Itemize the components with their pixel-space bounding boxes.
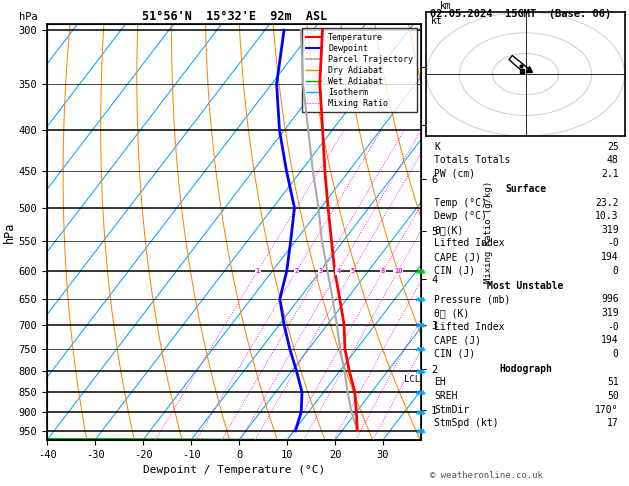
Text: kt: kt	[430, 16, 442, 26]
Text: 48: 48	[607, 156, 619, 165]
X-axis label: Dewpoint / Temperature (°C): Dewpoint / Temperature (°C)	[143, 465, 325, 475]
Text: 0: 0	[613, 266, 619, 276]
Text: 170°: 170°	[595, 405, 619, 415]
Text: 194: 194	[601, 335, 619, 345]
Text: 319: 319	[601, 225, 619, 235]
Text: θᴇ (K): θᴇ (K)	[435, 308, 470, 318]
Text: © weatheronline.co.uk: © weatheronline.co.uk	[430, 471, 542, 480]
Text: StmSpd (kt): StmSpd (kt)	[435, 418, 499, 428]
Text: 3: 3	[318, 268, 323, 274]
Text: StmDir: StmDir	[435, 405, 470, 415]
Text: CIN (J): CIN (J)	[435, 349, 476, 359]
Text: 10.3: 10.3	[595, 211, 619, 221]
Text: 17: 17	[607, 418, 619, 428]
Text: Surface: Surface	[505, 184, 546, 194]
Text: 996: 996	[601, 295, 619, 304]
Text: Hodograph: Hodograph	[499, 364, 552, 374]
Text: CAPE (J): CAPE (J)	[435, 335, 481, 345]
Text: Mixing Ratio (g/kg): Mixing Ratio (g/kg)	[484, 181, 493, 283]
Text: -0: -0	[607, 239, 619, 248]
Text: Pressure (mb): Pressure (mb)	[435, 295, 511, 304]
Text: 23.2: 23.2	[595, 198, 619, 208]
Text: Most Unstable: Most Unstable	[487, 281, 564, 291]
Text: 02.05.2024  15GMT  (Base: 06): 02.05.2024 15GMT (Base: 06)	[430, 9, 611, 19]
Text: PW (cm): PW (cm)	[435, 169, 476, 179]
Text: 319: 319	[601, 308, 619, 318]
Text: 10: 10	[394, 268, 403, 274]
Text: EH: EH	[435, 378, 446, 387]
Text: θᴇ(K): θᴇ(K)	[435, 225, 464, 235]
Text: 0: 0	[613, 349, 619, 359]
Text: Lifted Index: Lifted Index	[435, 239, 505, 248]
Text: 25: 25	[607, 142, 619, 152]
Text: CAPE (J): CAPE (J)	[435, 252, 481, 262]
Text: 194: 194	[601, 252, 619, 262]
Text: Lifted Index: Lifted Index	[435, 322, 505, 331]
Text: 2: 2	[294, 268, 299, 274]
Text: 51: 51	[607, 378, 619, 387]
Text: 5: 5	[350, 268, 355, 274]
Text: K: K	[435, 142, 440, 152]
Text: LCL: LCL	[404, 375, 420, 384]
Text: Temp (°C): Temp (°C)	[435, 198, 487, 208]
Legend: Temperature, Dewpoint, Parcel Trajectory, Dry Adiabat, Wet Adiabat, Isotherm, Mi: Temperature, Dewpoint, Parcel Trajectory…	[303, 29, 417, 112]
Y-axis label: hPa: hPa	[3, 222, 16, 243]
Text: Dewp (°C): Dewp (°C)	[435, 211, 487, 221]
Text: CIN (J): CIN (J)	[435, 266, 476, 276]
Text: 8: 8	[381, 268, 385, 274]
Text: 50: 50	[607, 391, 619, 401]
Text: km
ASL: km ASL	[437, 1, 455, 22]
Text: 1: 1	[255, 268, 260, 274]
Text: 4: 4	[336, 268, 340, 274]
Title: 51°56'N  15°32'E  92m  ASL: 51°56'N 15°32'E 92m ASL	[142, 10, 327, 23]
Text: -0: -0	[607, 322, 619, 331]
Text: hPa: hPa	[19, 12, 38, 22]
Text: SREH: SREH	[435, 391, 458, 401]
Text: Totals Totals: Totals Totals	[435, 156, 511, 165]
Text: 2.1: 2.1	[601, 169, 619, 179]
